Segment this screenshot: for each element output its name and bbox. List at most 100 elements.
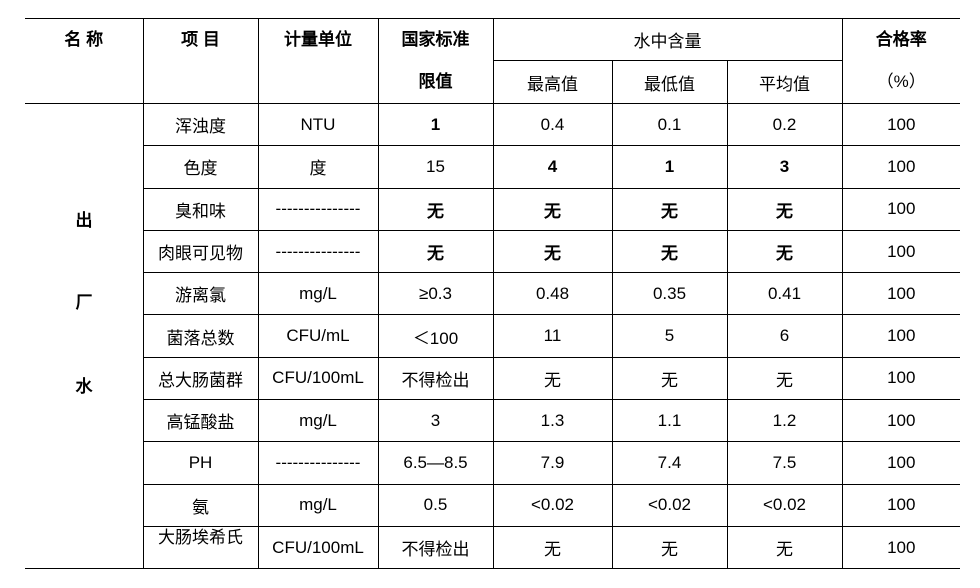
unit-cell: mg/L [257, 272, 379, 316]
header-content: 水中含量 [492, 18, 843, 61]
header-standard: 限值 [418, 72, 453, 91]
item-cell: 肉眼可见物 [143, 229, 259, 274]
standard-cell: 无 [377, 229, 494, 274]
standard-cell: 无 [377, 187, 494, 231]
rate-cell: 100 [841, 187, 960, 231]
unit-cell: --------------- [257, 441, 379, 485]
min-cell: 无 [611, 356, 728, 401]
rate-cell: 100 [841, 314, 960, 358]
standard-cell: 1 [377, 102, 494, 147]
rate-cell: 100 [841, 229, 960, 274]
standard-cell: ＜100 [377, 314, 494, 358]
min-cell: 0.1 [611, 102, 728, 147]
min-cell: <0.02 [611, 483, 728, 527]
item-cell: 臭和味 [143, 187, 259, 231]
group-char: 出 [75, 210, 93, 230]
min-cell: 1.1 [611, 399, 728, 443]
item-cell: PH [143, 441, 259, 485]
table-row: 肉眼可见物 --------------- 无无无无 100 [25, 229, 960, 274]
table-row: 高锰酸盐 mg/L 3 1.3 1.1 1.2 100 [25, 399, 960, 443]
unit-cell: CFU/100mL [257, 356, 379, 401]
item-cell: 总大肠菌群 [143, 356, 259, 401]
group-char: 水 [75, 376, 93, 396]
table-row: 氨 mg/L 0.5 <0.02 <0.02 <0.02 100 [25, 483, 960, 527]
header-cell: 国家标准 限值 [377, 18, 494, 104]
standard-cell: 不得检出 [377, 525, 494, 570]
rate-cell: 100 [841, 399, 960, 443]
unit-cell: NTU [257, 102, 379, 147]
standard-cell: 不得检出 [377, 356, 494, 401]
max-cell: 11 [492, 314, 613, 358]
unit-cell: --------------- [257, 229, 379, 274]
item-cell: 菌落总数 [143, 314, 259, 358]
table-row: 总大肠菌群 CFU/100mL 不得检出无无无 100 [25, 356, 960, 401]
header-cell: 计量单位 [257, 18, 379, 104]
unit-cell: mg/L [257, 483, 379, 527]
table-row: 出厂水浑浊度 NTU 1 0.4 0.1 0.2 100 [25, 102, 960, 570]
table-row: 大肠埃希氏 CFU/100mL 不得检出无无无 100 [25, 525, 960, 570]
max-cell: 0.4 [492, 102, 613, 147]
avg-cell: 无 [726, 229, 843, 274]
table-row: 菌落总数 CFU/mL ＜100 11 5 6 100 [25, 314, 960, 358]
table-row: 色度度 15 4 1 3 100 [25, 145, 960, 189]
water-quality-table: 名 称 项 目 计量单位 国家标准 限值 水中含量 合格率 （%） 最高值 最低值 … [25, 18, 960, 570]
max-cell: 无 [492, 187, 613, 231]
max-cell: 无 [492, 229, 613, 274]
header-item: 项 目 [181, 30, 220, 49]
max-cell: 无 [492, 356, 613, 401]
header-standard: 国家标准 [401, 30, 470, 49]
avg-cell: 7.5 [726, 441, 843, 485]
unit-cell: mg/L [257, 399, 379, 443]
table-row: PH --------------- 6.5—8.5 7.9 7.4 7.5 100 [25, 441, 960, 485]
avg-cell: <0.02 [726, 483, 843, 527]
min-cell: 无 [611, 187, 728, 231]
avg-cell: 0.41 [726, 272, 843, 316]
standard-cell: 15 [377, 145, 494, 189]
item-cell: 游离氯 [143, 272, 259, 316]
avg-cell: 3 [726, 145, 843, 189]
max-cell: 1.3 [492, 399, 613, 443]
item-cell: 高锰酸盐 [143, 399, 259, 443]
item-cell: 大肠埃希氏 [143, 525, 259, 570]
rate-cell: 100 [841, 441, 960, 485]
header-name: 名 称 [64, 30, 104, 49]
item-cell: 氨 [143, 483, 259, 527]
header-unit: 计量单位 [284, 30, 352, 49]
header-cell: 项 目 [142, 18, 259, 104]
min-cell: 无 [611, 525, 728, 570]
standard-cell: 3 [377, 399, 494, 443]
rate-cell: 100 [841, 525, 960, 570]
header-sub: 平均值 [726, 60, 842, 104]
max-cell: <0.02 [492, 483, 613, 527]
rate-cell: 100 [841, 356, 960, 401]
avg-cell: 无 [726, 187, 843, 231]
table-row: 游离氯 mg/L ≥0.3 0.48 0.35 0.41 100 [25, 272, 960, 316]
item-cell: 浑浊度 [142, 102, 259, 147]
min-cell: 1 [611, 145, 728, 189]
avg-cell: 0.2 [726, 102, 843, 147]
max-cell: 无 [492, 525, 613, 570]
min-cell: 5 [611, 314, 728, 358]
rate-cell: 100 [841, 145, 960, 189]
header-sub: 最高值 [493, 60, 613, 104]
max-cell: 7.9 [492, 441, 613, 485]
group-cell: 出厂水 [25, 102, 144, 570]
header-rate: 合格率 [875, 30, 927, 49]
min-cell: 7.4 [611, 441, 728, 485]
header-cell: 合格率 （%） [841, 18, 960, 104]
table-row: 臭和味 --------------- 无无无无 100 [25, 187, 960, 231]
rate-cell: 100 [841, 483, 960, 527]
rate-cell: 100 [841, 102, 960, 147]
standard-cell: 6.5—8.5 [377, 441, 494, 485]
group-char: 厂 [75, 292, 93, 312]
avg-cell: 1.2 [726, 399, 843, 443]
min-cell: 无 [611, 229, 728, 274]
unit-cell: CFU/100mL [257, 525, 379, 570]
item-cell: 色度 [143, 145, 259, 189]
avg-cell: 无 [726, 356, 843, 401]
standard-cell: ≥0.3 [377, 272, 494, 316]
unit-cell: CFU/mL [257, 314, 379, 358]
header-cell: 名 称 [25, 18, 144, 104]
max-cell: 4 [492, 145, 613, 189]
min-cell: 0.35 [611, 272, 728, 316]
